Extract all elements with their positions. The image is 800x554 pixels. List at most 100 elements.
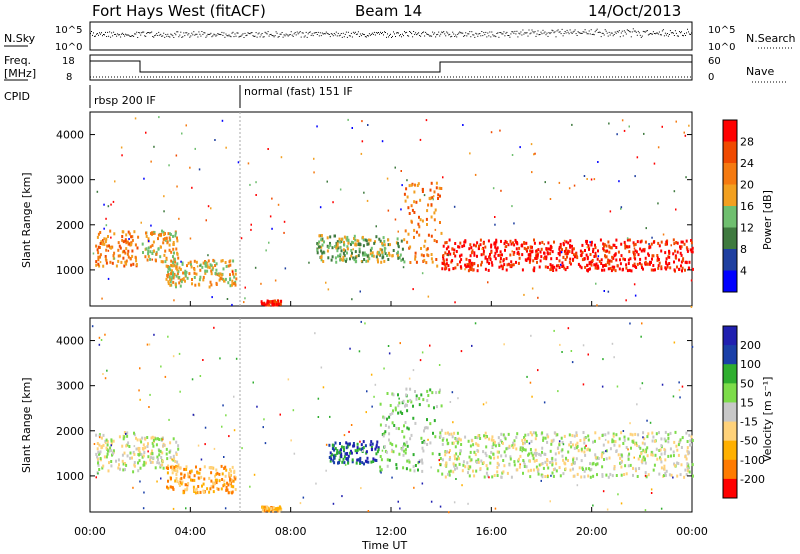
echo-cell — [654, 439, 656, 443]
scatter-cell — [322, 386, 325, 389]
echo-cell — [136, 438, 139, 442]
echo-cell — [614, 252, 617, 256]
echo-cell — [172, 255, 174, 259]
scatter-cell — [413, 486, 415, 489]
echo-cell — [118, 435, 121, 439]
nsky-point — [208, 34, 210, 35]
scatter-cell — [629, 322, 631, 325]
echo-cell — [514, 238, 517, 242]
nsky-point — [151, 31, 153, 33]
nsky-point — [162, 35, 164, 37]
echo-cell — [210, 466, 213, 469]
nsky-point — [274, 35, 276, 37]
echo-cell — [95, 433, 98, 437]
echo-cell — [187, 482, 190, 485]
echo-cell — [561, 448, 564, 452]
echo-cell — [164, 249, 167, 253]
echo-cell — [557, 264, 560, 268]
scatter-cell — [241, 447, 243, 450]
echo-cell — [658, 244, 661, 248]
nsky-point — [422, 32, 424, 34]
nsky-point — [404, 31, 405, 33]
echo-cell — [549, 449, 552, 453]
echo-cell — [403, 238, 406, 242]
echo-cell — [525, 465, 528, 469]
scatter-cell — [361, 120, 363, 123]
echo-cell — [175, 451, 178, 455]
echo-cell — [550, 439, 553, 443]
scatter-cell — [620, 207, 622, 210]
echo-cell — [583, 257, 586, 261]
echo-cell — [685, 246, 688, 250]
echo-cell — [533, 238, 535, 242]
echo-cell — [165, 447, 168, 451]
echo-cell — [191, 278, 193, 281]
echo-cell — [609, 246, 612, 250]
echo-cell — [667, 454, 670, 458]
nsky-point — [395, 36, 396, 37]
echo-cell — [503, 242, 506, 246]
echo-cell — [448, 432, 451, 436]
nsky-point — [131, 35, 133, 37]
echo-cell — [477, 434, 480, 438]
echo-cell — [147, 237, 150, 241]
scatter-cell — [531, 395, 533, 398]
echo-cell — [566, 255, 568, 259]
echo-cell — [475, 442, 478, 446]
echo-cell — [137, 446, 140, 450]
echo-cell — [133, 461, 136, 464]
nsky-point — [364, 36, 366, 38]
echo-cell — [453, 248, 456, 252]
echo-cell — [176, 460, 179, 464]
echo-cell — [222, 277, 225, 281]
echo-cell — [560, 436, 563, 440]
scatter-cell — [103, 227, 105, 230]
nsky-point — [613, 34, 615, 35]
x-tick-label: 12:00 — [375, 525, 407, 538]
echo-cell — [210, 272, 213, 276]
echo-cell — [262, 505, 265, 509]
echo-cell — [231, 279, 234, 283]
echo-cell — [593, 263, 596, 267]
nsky-trace — [90, 28, 692, 38]
echo-cell — [107, 235, 109, 238]
echo-cell — [179, 267, 182, 271]
echo-cell — [388, 438, 390, 442]
echo-cell — [109, 260, 112, 264]
echo-cell — [277, 302, 280, 306]
echo-cell — [175, 464, 178, 468]
nsky-point — [650, 33, 652, 35]
scatter-cell — [360, 152, 363, 155]
echo-cell — [578, 466, 581, 470]
nsky-point — [683, 35, 684, 37]
echo-cell — [215, 262, 218, 266]
nsky-point — [424, 35, 426, 37]
nsky-point — [562, 35, 564, 37]
echo-cell — [400, 239, 403, 243]
echo-cell — [594, 246, 597, 250]
echo-cell — [380, 260, 383, 264]
echo-cell — [499, 250, 502, 254]
scatter-cell — [361, 140, 364, 143]
echo-cell — [660, 466, 663, 470]
scatter-cell — [531, 171, 533, 174]
echo-cell — [225, 488, 228, 492]
nsky-point — [185, 32, 187, 34]
echo-cell — [600, 455, 603, 459]
echo-cell — [223, 479, 226, 483]
echo-cell — [628, 268, 631, 272]
nsky-point — [198, 31, 200, 33]
echo-cell — [529, 256, 532, 260]
echo-cell — [178, 266, 181, 270]
nsky-point — [487, 32, 489, 34]
nsky-point — [688, 31, 689, 33]
nsky-point — [455, 34, 457, 36]
echo-cell — [278, 509, 281, 513]
echo-cell — [409, 468, 412, 472]
echo-cell — [180, 472, 183, 476]
echo-cell — [631, 433, 634, 437]
nsky-point — [245, 35, 247, 37]
scatter-cell — [683, 131, 685, 134]
nsky-point — [172, 35, 174, 37]
